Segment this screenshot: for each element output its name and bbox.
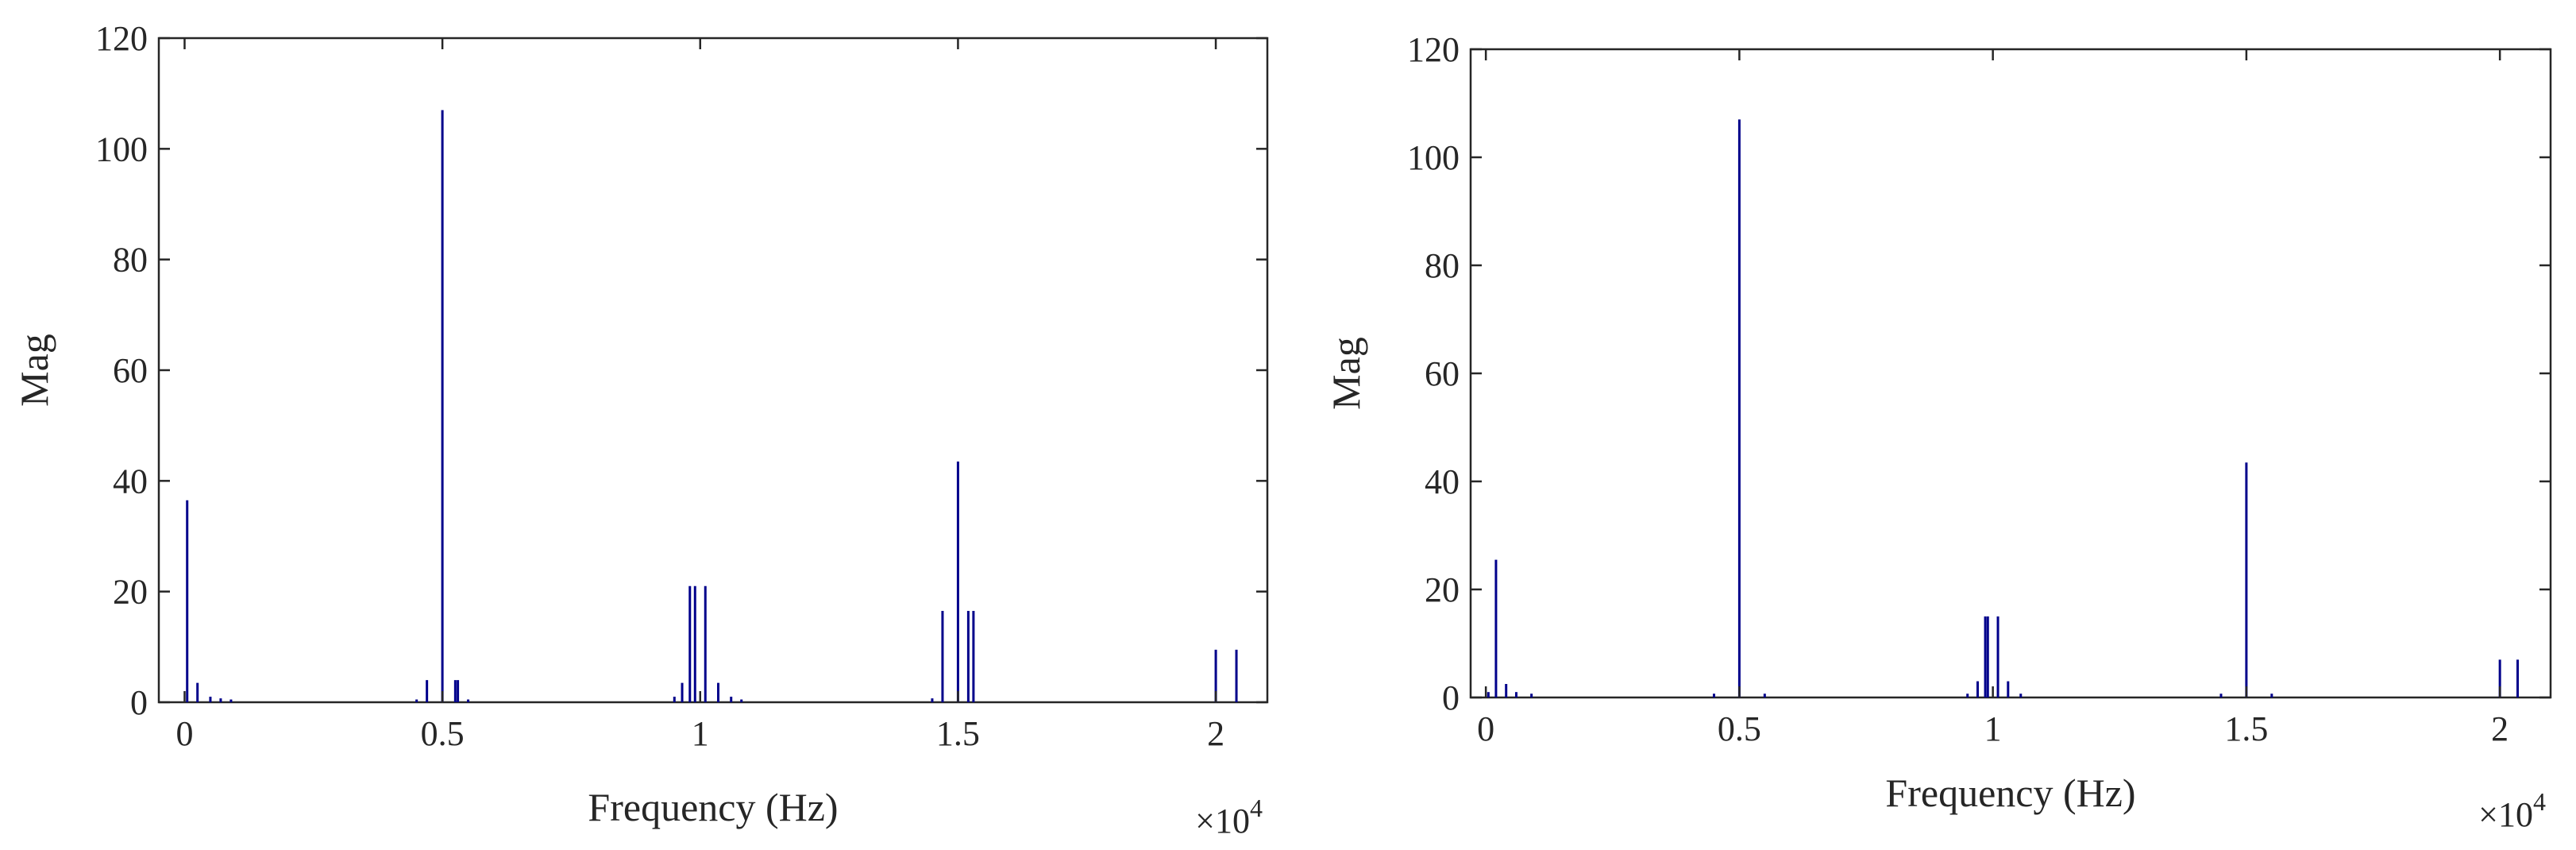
plot-box-right xyxy=(1469,48,2552,699)
y-tick-label: 100 xyxy=(95,129,148,168)
x-multiplier-base-right: ×10 xyxy=(2478,795,2533,834)
y-tick-label: 20 xyxy=(1425,570,1460,609)
series-left xyxy=(186,110,1238,702)
x-tick-label: 0.5 xyxy=(421,714,465,753)
y-tick-label: 80 xyxy=(113,241,148,280)
y-tick-label: 40 xyxy=(113,462,148,500)
x-multiplier-right: ×104 xyxy=(2478,787,2546,834)
x-ticks-right: 0 0.5 1 1.5 2 xyxy=(1477,49,2509,748)
series-right xyxy=(1487,119,2519,697)
x-tick-label: 1 xyxy=(1984,709,2002,748)
y-tick-label: 60 xyxy=(113,351,148,390)
x-tick-label: 1.5 xyxy=(936,714,980,753)
x-ticks-left: 0 0.5 1 1.5 2 xyxy=(175,38,1224,753)
y-tick-label: 0 xyxy=(130,683,148,722)
y-ticks-right: 0 20 40 60 80 100 120 xyxy=(1407,30,2551,717)
y-tick-label: 40 xyxy=(1425,462,1460,501)
x-tick-label: 2 xyxy=(1207,714,1224,753)
x-multiplier-base-left: ×10 xyxy=(1195,802,1250,840)
chart-panel-right: 0 20 40 60 80 100 120 0 0.5 1 1.5 2 Frequency (Hz)… xyxy=(1324,30,2552,834)
y-tick-label: 100 xyxy=(1407,138,1460,177)
x-tick-label: 0 xyxy=(1477,709,1494,748)
x-tick-label: 2 xyxy=(2491,709,2509,748)
x-tick-label: 1 xyxy=(692,714,709,753)
x-tick-label: 0 xyxy=(175,714,193,753)
y-axis-label-right: Mag xyxy=(1324,337,1368,410)
x-axis-label-right: Frequency (Hz) xyxy=(1885,771,2135,815)
x-axis-label-left: Frequency (Hz) xyxy=(588,785,838,829)
x-tick-label: 0.5 xyxy=(1718,709,1761,748)
x-multiplier-exp-right: 4 xyxy=(2533,787,2546,816)
x-tick-label: 1.5 xyxy=(2224,709,2268,748)
y-tick-label: 0 xyxy=(1442,678,1460,717)
plot-box-left xyxy=(157,37,1269,704)
y-axis-label-left: Mag xyxy=(12,334,56,407)
x-multiplier-exp-left: 4 xyxy=(1250,794,1263,822)
y-tick-label: 120 xyxy=(95,19,148,58)
y-tick-label: 80 xyxy=(1425,246,1460,285)
y-tick-label: 60 xyxy=(1425,354,1460,393)
y-ticks-left: 0 20 40 60 80 100 120 xyxy=(95,19,1267,722)
x-multiplier-left: ×104 xyxy=(1195,794,1263,840)
chart-panel-left: 0 20 40 60 80 100 120 0 0.5 1 1.5 2 Frequency (Hz)… xyxy=(12,19,1269,840)
y-tick-label: 120 xyxy=(1407,30,1460,69)
y-tick-label: 20 xyxy=(113,573,148,612)
